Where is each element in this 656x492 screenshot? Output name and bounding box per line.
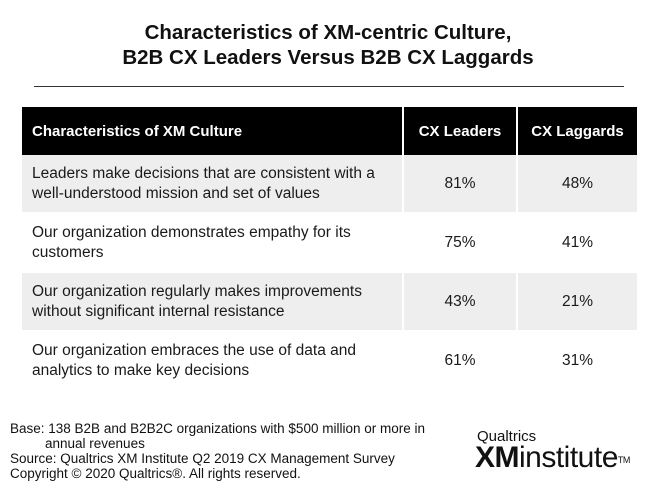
xm-culture-table: Characteristics of XM Culture CX Leaders… xyxy=(22,107,637,391)
footnote: Base: 138 B2B and B2B2C organizations wi… xyxy=(10,421,450,481)
table-header-row: Characteristics of XM Culture CX Leaders… xyxy=(22,107,637,155)
leaders-value-cell: 43% xyxy=(403,272,518,332)
laggards-value-cell: 21% xyxy=(517,272,637,332)
qualtrics-xm-institute-logo: Qualtrics XMinstituteTM xyxy=(475,428,642,478)
column-header-cx-leaders: CX Leaders xyxy=(403,107,518,155)
chart-title: Characteristics of XM-centric Culture, B… xyxy=(0,20,656,70)
logo-xm-text: XM xyxy=(475,441,520,474)
laggards-value-cell: 41% xyxy=(517,213,637,273)
leaders-value-cell: 75% xyxy=(403,213,518,273)
table-row: Leaders make decisions that are consiste… xyxy=(22,155,637,214)
logo-trademark-text: TM xyxy=(617,455,631,465)
logo-brand-text: Qualtrics xyxy=(477,428,537,445)
characteristic-cell: Our organization regularly makes improve… xyxy=(22,272,404,332)
logo-wordmark: XMinstituteTM xyxy=(475,441,630,475)
characteristic-cell: Our organization demonstrates empathy fo… xyxy=(22,213,404,273)
logo-institute-text: institute xyxy=(519,441,618,474)
leaders-value-cell: 81% xyxy=(403,155,518,214)
column-header-cx-laggards: CX Laggards xyxy=(517,107,637,155)
base-note-continued: annual revenues xyxy=(45,436,145,451)
characteristic-cell: Our organization embraces the use of dat… xyxy=(22,331,404,391)
base-note: Base: 138 B2B and B2B2C organizations wi… xyxy=(10,421,425,436)
source-note: Source: Qualtrics XM Institute Q2 2019 C… xyxy=(10,451,395,466)
copyright-note: Copyright © 2020 Qualtrics®. All rights … xyxy=(10,466,301,481)
characteristic-cell: Leaders make decisions that are consiste… xyxy=(22,155,404,214)
table-row: Our organization demonstrates empathy fo… xyxy=(22,213,637,273)
chart-title-line-2: B2B CX Leaders Versus B2B CX Laggards xyxy=(122,46,534,69)
laggards-value-cell: 48% xyxy=(517,155,637,214)
title-divider xyxy=(34,86,624,87)
table-row: Our organization regularly makes improve… xyxy=(22,272,637,332)
laggards-value-cell: 31% xyxy=(517,331,637,391)
chart-title-line-1: Characteristics of XM-centric Culture, xyxy=(144,21,512,44)
column-header-characteristics: Characteristics of XM Culture xyxy=(22,107,404,155)
table-row: Our organization embraces the use of dat… xyxy=(22,331,637,391)
leaders-value-cell: 61% xyxy=(403,331,518,391)
